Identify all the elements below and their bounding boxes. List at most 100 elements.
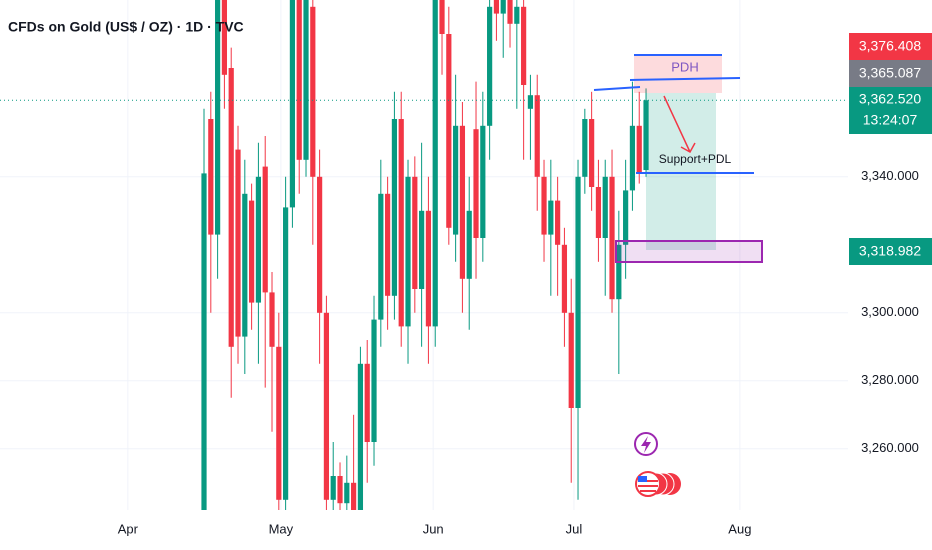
- candle-body: [221, 0, 228, 75]
- candle-body: [514, 6, 520, 24]
- candle-body: [255, 176, 262, 303]
- candle-body: [425, 210, 432, 327]
- candle-body: [419, 210, 425, 289]
- price-label-text: 3,318.982: [859, 243, 921, 259]
- candle-body: [283, 207, 289, 500]
- drawings: PDH Support+PDL: [593, 54, 763, 497]
- candle-body: [541, 176, 547, 235]
- candle-body: [466, 210, 472, 279]
- candle-body: [493, 0, 500, 14]
- candle-body: [385, 193, 391, 296]
- candle-body: [235, 149, 241, 337]
- candle-body: [371, 319, 377, 442]
- price-label-text: 3,362.520: [859, 91, 921, 107]
- candle-body: [201, 173, 207, 510]
- candle-body: [262, 166, 268, 293]
- y-tick-label: 3,300.000: [861, 304, 919, 319]
- candle-body: [364, 363, 370, 442]
- candle-body: [527, 95, 534, 109]
- candle-body: [561, 244, 568, 313]
- candle-body: [242, 193, 248, 337]
- candle-body: [351, 482, 357, 510]
- candle-body: [228, 68, 234, 347]
- price-axis: 3,260.000 3,280.000 3,300.000 3,340.000 Apr M…: [118, 168, 919, 536]
- long-position-area: [646, 93, 716, 250]
- candle-body: [378, 193, 384, 320]
- candle-body: [602, 176, 608, 238]
- candle-body: [391, 119, 398, 296]
- candle-body: [629, 125, 636, 191]
- price-label: [849, 238, 932, 265]
- candle-body: [249, 200, 255, 303]
- trend-line: [629, 77, 741, 81]
- candle-body: [575, 176, 581, 408]
- flag-icon: [635, 471, 661, 497]
- event-icon: [641, 436, 651, 453]
- price-label: [849, 87, 932, 134]
- candle-body: [303, 0, 309, 160]
- trend-line: [593, 86, 641, 91]
- x-tick-label: Jun: [423, 521, 444, 536]
- candle-body: [595, 187, 602, 238]
- candle-body: [487, 6, 493, 126]
- annotation: Support+PDL: [659, 152, 732, 166]
- candle-body: [500, 0, 506, 14]
- chart-title: CFDs on Gold (US$ / OZ) · 1D · TVC: [8, 19, 244, 35]
- candle-body: [582, 119, 588, 177]
- pdh-zone: [634, 55, 722, 93]
- candle-body: [521, 6, 527, 85]
- candle-body: [453, 125, 459, 235]
- price-label: [849, 33, 932, 60]
- candle-body: [548, 200, 554, 235]
- x-tick-label: May: [269, 521, 294, 536]
- candle-body: [643, 100, 649, 170]
- candle-body: [636, 125, 642, 174]
- candle-body: [473, 129, 479, 238]
- candle-body: [323, 312, 330, 500]
- candle-body: [330, 476, 336, 500]
- countdown: 13:24:07: [863, 112, 918, 128]
- candle-body: [398, 119, 404, 327]
- candle-body: [555, 200, 561, 245]
- x-tick-label: Aug: [728, 521, 751, 536]
- annotation: PDH: [671, 59, 698, 74]
- x-tick-label: Jul: [566, 521, 583, 536]
- y-tick-label: 3,260.000: [861, 440, 919, 455]
- candle-body: [439, 0, 445, 34]
- candle-body: [623, 190, 629, 245]
- candle-body: [296, 0, 302, 160]
- candle-body: [337, 476, 343, 504]
- y-tick-label: 3,280.000: [861, 372, 919, 387]
- candle-body: [589, 119, 595, 187]
- candle-body: [432, 0, 438, 327]
- candle-body: [568, 312, 574, 408]
- candle-body: [317, 176, 323, 313]
- candle-body: [480, 125, 486, 238]
- candle-body: [616, 244, 622, 300]
- demand-zone: [615, 240, 763, 263]
- price-label-text: 3,365.087: [859, 65, 921, 81]
- candle-body: [412, 176, 418, 289]
- candle-body: [208, 119, 214, 235]
- y-tick-label: 3,340.000: [861, 168, 919, 183]
- candle-body: [344, 482, 350, 504]
- flag-icon: [638, 476, 647, 482]
- price-label: [849, 60, 932, 87]
- x-tick-label: Apr: [118, 521, 139, 536]
- candle-body: [357, 363, 364, 510]
- candle-body: [276, 346, 282, 500]
- arrow: [663, 95, 696, 154]
- candles: [0, 0, 848, 510]
- candle-body: [534, 95, 540, 177]
- candle-body: [310, 6, 316, 177]
- candle-body: [446, 34, 452, 228]
- candle-body: [507, 0, 513, 24]
- candle-body: [269, 292, 275, 347]
- price-label-text: 3,376.408: [859, 38, 921, 54]
- candle-body: [405, 176, 411, 327]
- candle-body: [289, 0, 296, 208]
- candle-body: [459, 125, 466, 279]
- candle-body: [609, 176, 615, 300]
